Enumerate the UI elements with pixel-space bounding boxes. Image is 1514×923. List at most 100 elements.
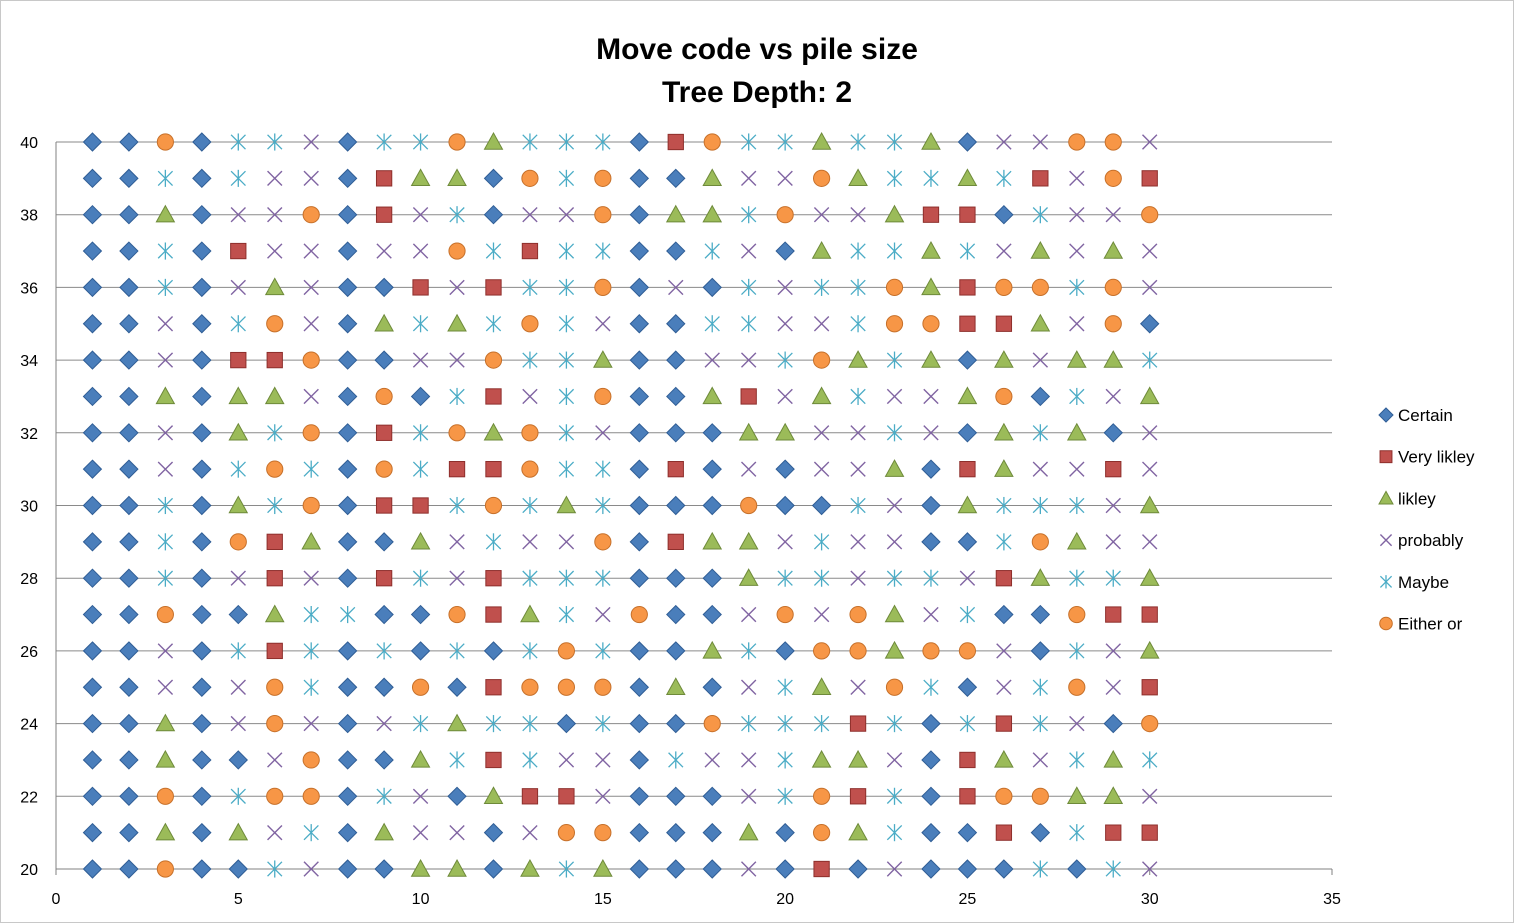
data-point-diamond [82, 168, 103, 189]
data-point-triangle [775, 422, 795, 441]
data-point-diamond [119, 459, 139, 479]
data-point-circle [557, 678, 576, 696]
data-point-x [157, 425, 174, 441]
data-point-diamond [337, 204, 358, 225]
data-point-circle [594, 533, 612, 551]
data-point-circle [1141, 206, 1159, 224]
x-axis-tick-labels: 0 5 10 15 20 25 30 35 [52, 869, 1341, 908]
data-point-square [1141, 679, 1158, 696]
data-point-x [558, 534, 575, 550]
data-point-diamond [192, 314, 212, 334]
data-point-triangle [738, 822, 759, 841]
y-tick-label: 20 [20, 862, 38, 879]
data-point-star [376, 642, 392, 660]
legend-label: Very likley [1398, 448, 1475, 467]
legend-label: probably [1398, 531, 1464, 550]
data-point-diamond [82, 822, 103, 843]
data-point-x [704, 352, 720, 368]
data-point-x [522, 824, 538, 841]
data-point-star [1069, 278, 1085, 296]
data-point-x [923, 425, 939, 441]
data-point-star [303, 642, 319, 660]
data-point-star [886, 242, 903, 260]
data-point-diamond [119, 786, 139, 807]
data-point-diamond [702, 786, 722, 807]
data-point-star [595, 715, 611, 733]
data-point-star [886, 351, 903, 369]
data-point-triangle [447, 713, 467, 732]
y-tick-label: 26 [20, 644, 38, 661]
data-point-star [777, 678, 793, 696]
data-point-diamond [629, 677, 650, 697]
data-point-x [230, 279, 246, 296]
data-point-diamond [702, 677, 722, 697]
data-point-circle [958, 642, 977, 660]
data-point-diamond [119, 677, 139, 697]
data-point-square [959, 206, 976, 223]
data-point-star [412, 715, 429, 733]
data-point-diamond [629, 241, 650, 261]
data-point-star [668, 751, 684, 769]
data-point-x [886, 388, 903, 405]
data-point-diamond [957, 423, 978, 443]
data-point-diamond [702, 277, 722, 298]
data-point-square [995, 315, 1013, 332]
data-point-diamond [666, 168, 686, 189]
data-point-circle [521, 424, 539, 442]
y-tick-label: 34 [20, 353, 38, 370]
data-point-x [777, 170, 793, 187]
data-point-diamond [192, 641, 212, 661]
data-point-diamond [556, 713, 577, 734]
data-point-diamond [702, 568, 722, 588]
data-point-circle [448, 605, 466, 624]
data-point-diamond [192, 386, 212, 407]
x-tick-label: 0 [52, 891, 61, 908]
data-point-triangle [884, 204, 905, 223]
data-point-star [595, 242, 611, 260]
data-point-triangle [374, 822, 394, 841]
data-point-diamond [1030, 604, 1051, 625]
chart-title-line: Move code vs pile size [596, 33, 918, 66]
data-point-x [412, 243, 429, 259]
data-point-star [1069, 496, 1085, 515]
data-point-triangle [994, 749, 1014, 768]
data-point-x [595, 606, 611, 623]
data-point-diamond [192, 713, 212, 734]
data-point-star [485, 315, 502, 333]
data-point-x [777, 388, 793, 405]
data-point-circle [849, 642, 867, 660]
data-point-star [959, 606, 976, 624]
data-point-star [449, 206, 465, 224]
data-point-x [850, 570, 866, 586]
data-point-x [1105, 497, 1121, 514]
data-point-x [1142, 461, 1158, 477]
data-point-star [1105, 860, 1121, 878]
data-point-triangle [1066, 786, 1087, 804]
data-point-star [777, 133, 793, 151]
data-point-star [412, 315, 429, 333]
data-point-star [558, 169, 575, 187]
y-tick-label: 38 [20, 208, 38, 225]
data-point-diamond [957, 532, 978, 552]
data-point-circle [302, 424, 320, 442]
data-point-diamond [119, 822, 139, 843]
data-point-circle [375, 387, 393, 406]
data-point-star [1032, 496, 1049, 515]
data-point-x [303, 243, 319, 259]
data-point-triangle [155, 386, 176, 405]
data-point-circle [703, 715, 721, 733]
data-point-x [740, 243, 757, 259]
data-point-x [1032, 352, 1049, 368]
data-point-star [558, 351, 575, 369]
data-point-diamond [775, 641, 795, 661]
data-point-square [448, 461, 466, 478]
data-point-diamond [374, 277, 394, 298]
data-point-square [1141, 606, 1158, 623]
data-point-circle [813, 642, 831, 660]
data-point-triangle [410, 749, 431, 768]
data-point-x [886, 497, 903, 514]
data-point-diamond [119, 204, 139, 225]
data-point-circle [1141, 715, 1159, 733]
data-point-x [850, 425, 866, 441]
data-point-circle [156, 133, 174, 151]
